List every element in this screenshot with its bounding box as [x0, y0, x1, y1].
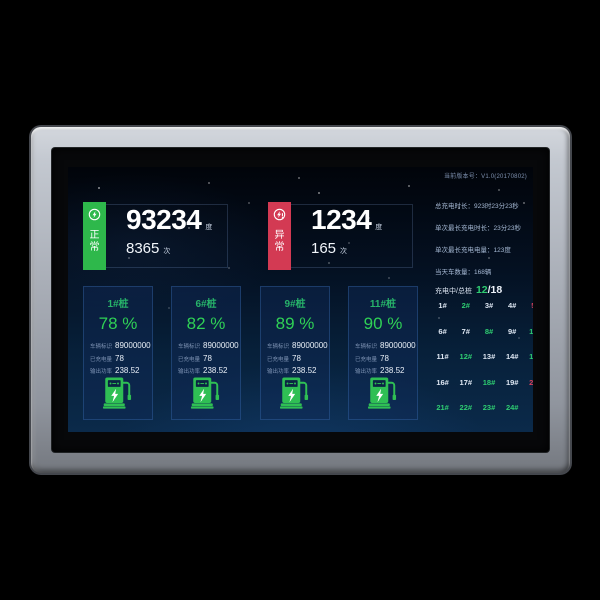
output-power-value: 238.52 — [292, 366, 317, 375]
pile-card-percent: 82 % — [186, 314, 226, 333]
normal-energy-unit: 度 — [205, 224, 213, 231]
pile-grid-cell[interactable]: 11# — [436, 352, 449, 361]
pile-grid-cell[interactable]: 22# — [459, 403, 473, 412]
pile-grid-cell[interactable]: 13# — [482, 352, 496, 361]
piles-overview: 充电中/总桩 12 /18 — [435, 284, 502, 296]
pile-card-6[interactable]: 6#桩 82 % 车辆标识 89000000 已充电量 78 输出功率 238.52 — [171, 286, 241, 420]
charged-energy-value: 78 — [115, 353, 124, 363]
normal-status-label: 正常 — [89, 230, 100, 253]
pile-card-1[interactable]: 1#桩 78 % 车辆标识 89000000 已充电量 78 输出功率 238.52 — [83, 286, 153, 420]
pile-grid-cell[interactable]: 17# — [459, 377, 473, 387]
pile-grid-cell[interactable]: 24# — [505, 403, 519, 412]
pile-card-percent: 90 % — [363, 314, 403, 333]
dashboard-screen: 当前版本号：V1.0(20170802) 正常 93234 度 — [68, 167, 533, 432]
pile-grid-cell[interactable]: 1# — [438, 301, 447, 310]
pile-card-9[interactable]: 9#桩 89 % 车辆标识 89000000 已充电量 78 输出功率 238.52 — [260, 286, 330, 420]
vehicle-id-value: 89000000 — [203, 341, 239, 350]
normal-status-block: 正常 — [83, 202, 106, 270]
normal-energy-value: 93234 — [126, 204, 202, 235]
vehicle-id-value: 89000000 — [380, 341, 416, 350]
output-power-label: 输出功率 — [267, 369, 290, 375]
pile-grid-cell[interactable]: 12# — [459, 352, 473, 361]
charging-stats-panel: 总充电时长：923时23分23秒 单次最长充电时长：23分23秒 单次最长充电电… — [435, 203, 521, 291]
pile-card-title: 6#桩 — [195, 299, 217, 310]
vehicle-id-label: 车辆标识 — [267, 344, 290, 350]
pile-card-percent: 89 % — [275, 314, 315, 333]
charging-pile-icon — [280, 376, 310, 414]
pile-grid-cell[interactable]: 4# — [508, 301, 517, 310]
charged-energy-label: 已充电量 — [178, 356, 201, 363]
pile-grid-cell[interactable]: 8# — [484, 326, 494, 336]
pile-card-title: 1#桩 — [107, 299, 129, 310]
pile-grid-cell[interactable]: 20# — [529, 377, 533, 387]
charged-energy-label: 已充电量 — [90, 356, 113, 363]
output-power-label: 输出功率 — [178, 369, 201, 375]
vehicle-id-label: 车辆标识 — [355, 344, 378, 350]
starfield-decoration — [68, 167, 70, 169]
total-count: /18 — [487, 284, 503, 296]
screen-bezel: 当前版本号：V1.0(20170802) 正常 93234 度 — [52, 148, 549, 452]
pile-card-percent: 78 % — [98, 314, 138, 333]
pile-card-title: 11#桩 — [369, 299, 397, 310]
pile-grid-cell[interactable]: 5# — [531, 301, 533, 310]
charged-energy-label: 已充电量 — [267, 356, 290, 363]
normal-summary-group: 正常 93234 度 8365 次 — [83, 202, 228, 270]
pile-grid-cell[interactable]: 10# — [529, 326, 533, 336]
normal-session-value: 8365 — [126, 240, 160, 257]
abnormal-status-block: 异常 — [268, 202, 291, 270]
vehicle-id-label: 车辆标识 — [178, 344, 201, 350]
abnormal-session-value: 165 — [311, 240, 337, 257]
charging-pile-icon — [191, 376, 221, 414]
pile-grid-cell[interactable]: 6# — [438, 326, 447, 336]
charging-count: 12 — [475, 284, 488, 296]
pile-grid-cell[interactable]: 19# — [505, 377, 519, 387]
pile-grid-cell[interactable]: 2# — [461, 301, 470, 310]
abnormal-energy-unit: 度 — [375, 224, 383, 231]
max-charge-energy: 单次最长充电电量：123度 — [435, 247, 511, 254]
pile-grid-cell[interactable]: 23# — [482, 403, 496, 412]
pile-grid-cell[interactable]: 7# — [461, 326, 470, 336]
charging-pile-icon — [368, 376, 398, 414]
charged-energy-value: 78 — [203, 353, 212, 363]
charged-energy-label: 已充电量 — [355, 356, 378, 363]
pile-grid-cell[interactable]: 16# — [436, 377, 449, 387]
output-power-value: 238.52 — [380, 366, 405, 375]
pile-grid-cell[interactable]: 15# — [529, 352, 533, 361]
charged-energy-value: 78 — [292, 353, 301, 363]
abnormal-session-unit: 次 — [340, 248, 348, 255]
pile-card-11[interactable]: 11#桩 90 % 车辆标识 89000000 已充电量 78 输出功率 238.52 — [348, 286, 418, 420]
version-label: 当前版本号：V1.0(20170802) — [443, 174, 527, 180]
charged-energy-value: 78 — [380, 353, 389, 363]
abnormal-status-label: 异常 — [274, 230, 285, 253]
charging-pile-icon — [103, 376, 133, 414]
day-vehicle-count: 当天车数量：168辆 — [435, 269, 492, 276]
total-charge-time: 总充电时长：923时23分23秒 — [435, 203, 519, 210]
piles-overview-label: 充电中/总桩 — [435, 288, 472, 295]
vehicle-id-value: 89000000 — [292, 341, 328, 350]
pile-grid-cell[interactable]: 9# — [508, 326, 517, 336]
pile-card-title: 9#桩 — [284, 299, 306, 310]
output-power-value: 238.52 — [203, 366, 228, 375]
normal-session-unit: 次 — [163, 248, 171, 255]
charge-ok-icon — [88, 208, 101, 226]
abnormal-summary-group: 异常 1234 度 165 次 — [268, 202, 413, 270]
vehicle-id-value: 89000000 — [115, 341, 151, 350]
max-charge-time: 单次最长充电时长：23分23秒 — [435, 225, 521, 232]
pile-status-grid: 1# 2# 3# 4# 5# 6# 7# 8# 9# 10# 11# 12# 1… — [431, 301, 533, 412]
output-power-label: 输出功率 — [90, 369, 113, 375]
pile-grid-cell[interactable]: 14# — [505, 352, 519, 361]
output-power-label: 输出功率 — [355, 369, 378, 375]
pile-grid-cell[interactable]: 18# — [482, 377, 496, 387]
output-power-value: 238.52 — [115, 366, 140, 375]
pile-grid-cell[interactable]: 3# — [484, 301, 494, 310]
pile-grid-cell[interactable]: 21# — [436, 403, 449, 412]
abnormal-energy-value: 1234 — [311, 204, 372, 235]
charge-fault-icon — [273, 208, 286, 226]
monitor-frame: 当前版本号：V1.0(20170802) 正常 93234 度 — [31, 127, 570, 473]
vehicle-id-label: 车辆标识 — [90, 344, 113, 350]
